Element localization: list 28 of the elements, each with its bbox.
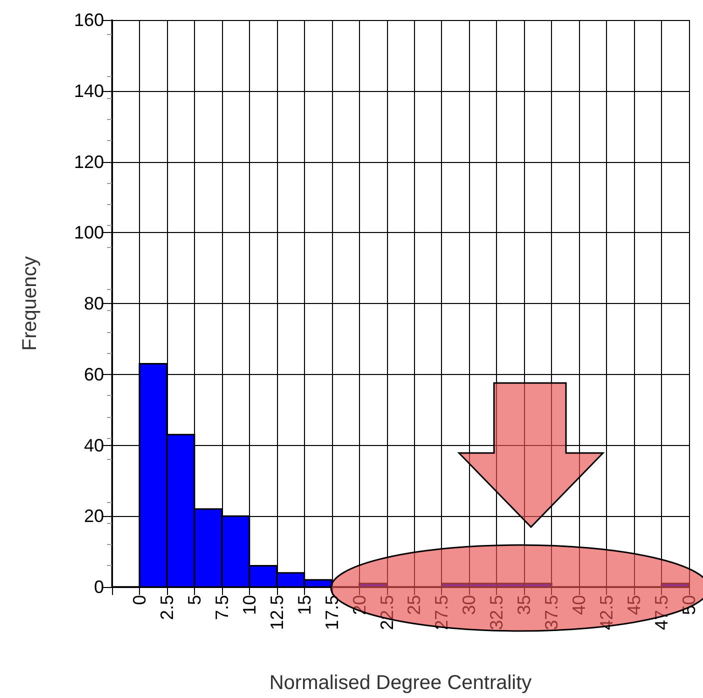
y-tick-label: 60 <box>84 364 104 384</box>
x-tick-label: 10 <box>239 595 260 616</box>
x-tick-label: 17.5 <box>322 595 342 630</box>
x-tick-label: 5 <box>184 595 204 606</box>
x-tick-label: 25 <box>404 595 424 616</box>
x-tick-label: 35 <box>514 595 534 616</box>
x-tick-label: 27.5 <box>432 595 452 630</box>
x-tick-label: 45 <box>624 595 644 616</box>
y-tick-label: 80 <box>84 294 104 314</box>
x-tick-label: 37.5 <box>542 595 562 630</box>
y-tick-label: 120 <box>74 152 104 172</box>
x-tick-label: 30 <box>459 595 480 616</box>
x-tick-label: 2.5 <box>156 595 177 620</box>
x-tick-label: 42.5 <box>596 595 617 630</box>
x-tick-label: 22.5 <box>376 595 397 630</box>
x-tick-label: 0 <box>129 595 150 606</box>
y-tick-label: 140 <box>74 80 104 101</box>
y-axis-title: Frequency <box>19 256 41 351</box>
x-tick-label: 40 <box>569 595 590 616</box>
y-tick-label: 100 <box>74 222 104 243</box>
x-tick-label: 32.5 <box>486 595 507 630</box>
y-tick-label: 20 <box>84 506 104 526</box>
x-tick-label: 7.5 <box>212 595 232 620</box>
x-axis-title: Normalised Degree Centrality <box>269 672 532 694</box>
y-tick-label: 160 <box>74 10 104 30</box>
y-tick-label: 40 <box>84 435 104 456</box>
x-tick-label: 12.5 <box>266 595 287 630</box>
x-tick-label: 15 <box>294 595 314 616</box>
